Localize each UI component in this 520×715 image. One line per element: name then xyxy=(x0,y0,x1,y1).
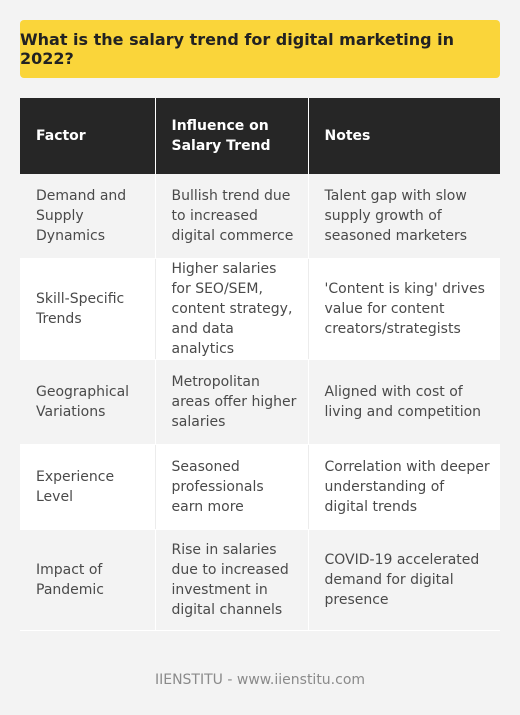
cell-influence: Metropolitan areas offer higher salaries xyxy=(154,359,308,445)
cell-influence: Seasoned professionals earn more xyxy=(154,444,308,530)
table-row: Demand and Supply Dynamics Bullish trend… xyxy=(20,174,500,259)
header-influence: Influence on Salary Trend xyxy=(154,98,308,174)
table-row: Impact of Pandemic Rise in salaries due … xyxy=(20,529,500,631)
cell-factor: Demand and Supply Dynamics xyxy=(20,174,155,259)
cell-notes: COVID-19 accelerated demand for digital … xyxy=(307,529,500,631)
cell-influence: Higher salaries for SEO/SEM, content str… xyxy=(154,258,308,360)
cell-factor: Experience Level xyxy=(20,444,155,530)
table-row: Experience Level Seasoned professionals … xyxy=(20,444,500,530)
cell-influence: Bullish trend due to increased digital c… xyxy=(154,174,308,259)
table-row: Geographical Variations Metropolitan are… xyxy=(20,359,500,445)
cell-factor: Impact of Pandemic xyxy=(20,529,155,631)
page-title: What is the salary trend for digital mar… xyxy=(20,30,455,68)
title-banner: What is the salary trend for digital mar… xyxy=(20,20,500,78)
table-row: Skill-Specific Trends Higher salaries fo… xyxy=(20,258,500,360)
cell-factor: Skill-Specific Trends xyxy=(20,258,155,360)
header-notes: Notes xyxy=(307,98,500,174)
salary-trend-table: Factor Influence on Salary Trend Notes D… xyxy=(20,98,500,631)
cell-influence: Rise in salaries due to increased invest… xyxy=(154,529,308,631)
table-header-row: Factor Influence on Salary Trend Notes xyxy=(20,98,500,174)
cell-notes: 'Content is king' drives value for conte… xyxy=(307,258,500,360)
footer-credit: IIENSTITU - www.iienstitu.com xyxy=(154,672,366,688)
cell-factor: Geographical Variations xyxy=(20,359,155,445)
cell-notes: Talent gap with slow supply growth of se… xyxy=(307,174,500,259)
cell-notes: Correlation with deeper understanding of… xyxy=(307,444,500,530)
header-factor: Factor xyxy=(20,98,155,174)
cell-notes: Aligned with cost of living and competit… xyxy=(307,359,500,445)
